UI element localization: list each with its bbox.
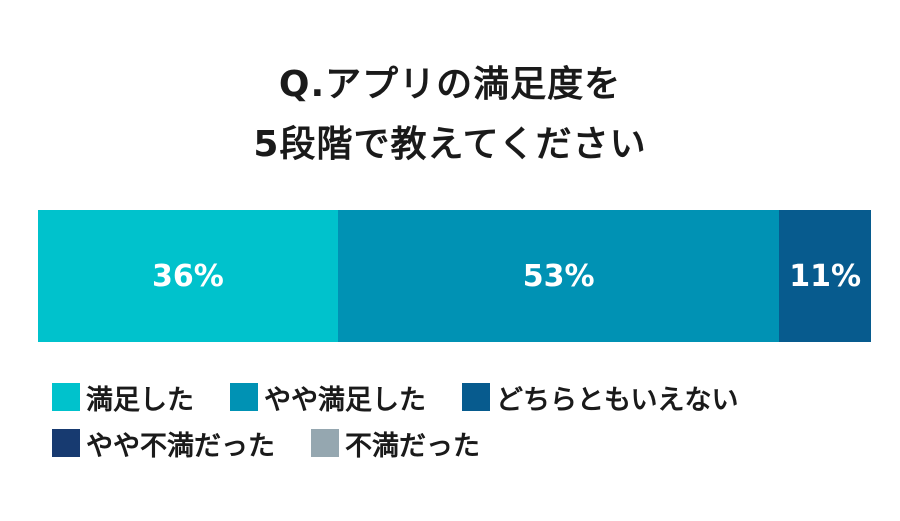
- legend-item-2: やや満足した: [230, 380, 426, 416]
- stacked-bar: 36% 53% 11%: [38, 210, 871, 342]
- chart-title: Q.アプリの満足度を 5段階で教えてください: [0, 55, 900, 175]
- legend-swatch-1: [52, 383, 80, 411]
- legend-item-5: 不満だった: [311, 426, 480, 462]
- legend-label-1: 満足した: [86, 384, 194, 416]
- legend-label-2: やや満足した: [264, 384, 426, 416]
- bar-segment-label-3: 11%: [789, 258, 862, 294]
- bar-segment-label-1: 36%: [152, 258, 224, 294]
- legend-swatch-2: [230, 383, 258, 411]
- chart-title-line-2: 5段階で教えてください: [253, 124, 647, 165]
- legend-swatch-5: [311, 429, 339, 457]
- legend-swatch-4: [52, 429, 80, 457]
- chart-title-line-1: Q.アプリの満足度を: [278, 64, 622, 105]
- bar-segment-label-2: 53%: [522, 258, 595, 294]
- legend-label-3: どちらともいえない: [496, 384, 739, 416]
- bar-segment-2: 53%: [337, 210, 780, 342]
- chart-legend: 満足した やや満足した どちらともいえないやや不満だった 不満だった: [52, 380, 872, 462]
- legend-swatch-3: [462, 383, 490, 411]
- legend-item-1: 満足した: [52, 380, 194, 416]
- legend-label-4: やや不満だった: [86, 430, 275, 462]
- legend-item-4: やや不満だった: [52, 426, 275, 462]
- legend-label-5: 不満だった: [345, 430, 480, 462]
- bar-segment-3: 11%: [779, 210, 871, 342]
- bar-segment-1: 36%: [38, 210, 338, 342]
- legend-item-3: どちらともいえない: [462, 380, 739, 416]
